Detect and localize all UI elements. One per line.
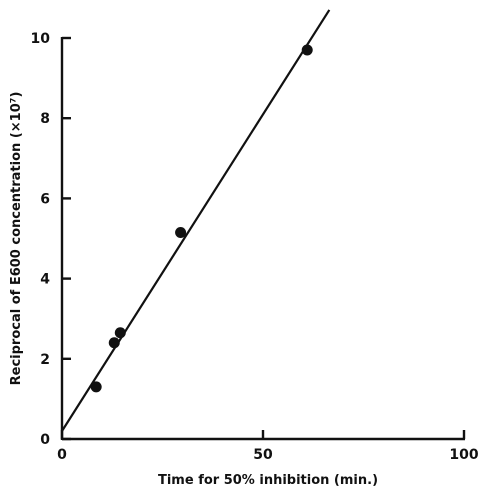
x-tick-label: 100 xyxy=(449,447,478,463)
data-point xyxy=(108,337,120,349)
tick-labels: 0 50 100 0 2 4 6 8 10 xyxy=(31,31,478,463)
x-axis-label: Time for 50% inhibition (min.) xyxy=(158,473,378,488)
data-points xyxy=(90,44,313,393)
axes xyxy=(60,37,465,441)
data-point xyxy=(175,226,187,238)
x-tick-label: 50 xyxy=(253,447,273,463)
y-tick-label: 2 xyxy=(40,352,50,368)
data-point xyxy=(301,44,313,56)
y-tick-label: 10 xyxy=(31,31,51,47)
y-tick-label: 6 xyxy=(40,191,50,207)
tick-marks xyxy=(60,36,466,441)
y-tick-label: 8 xyxy=(40,111,50,127)
y-tick-label: 0 xyxy=(40,432,50,448)
x-tick-label: 0 xyxy=(57,447,67,463)
regression-line xyxy=(61,9,331,432)
data-point xyxy=(114,327,126,339)
y-tick-label: 4 xyxy=(40,272,50,288)
y-axis-label: Reciprocal of E600 concentration (×10⁷) xyxy=(9,92,24,386)
data-point xyxy=(90,381,102,393)
